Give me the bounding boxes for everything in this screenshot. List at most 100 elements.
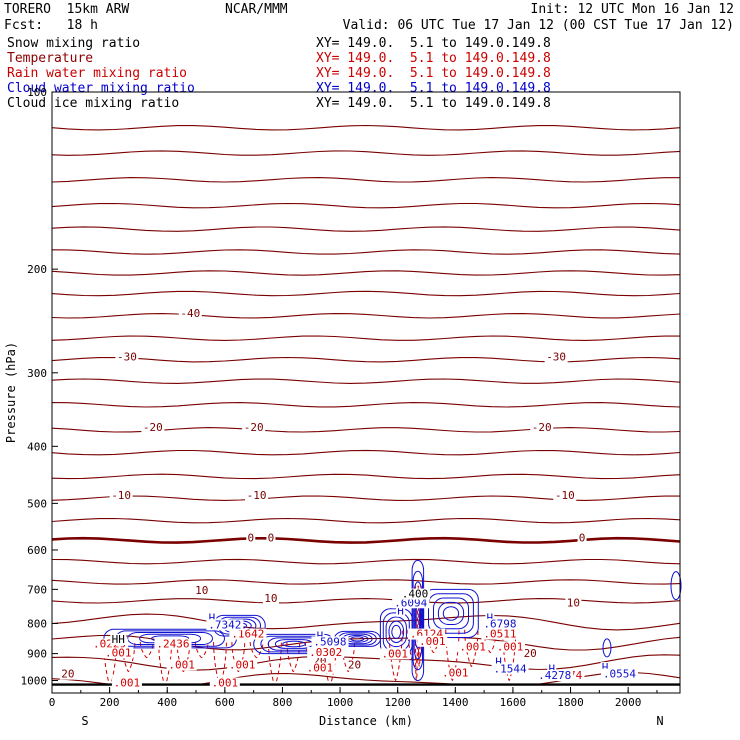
cloud-contour	[388, 620, 405, 644]
rain-label-bg	[495, 641, 526, 653]
isotherm	[51, 177, 680, 183]
cloud-water-label: .1544	[493, 662, 526, 675]
temperature-label: -20	[143, 421, 163, 434]
temperature-label-bg	[242, 421, 266, 433]
cloud-contour	[423, 588, 479, 639]
y-tick-label: 500	[27, 497, 47, 510]
temperature-label-bg	[262, 592, 279, 604]
terrain-mask	[52, 683, 680, 693]
cloud-water-label-bg	[396, 605, 406, 617]
south-label: S	[81, 714, 88, 728]
cloud-water-label-bg	[491, 663, 529, 675]
rain-label: .001	[168, 658, 195, 671]
temperature-label-bg	[553, 490, 577, 502]
rain-contour	[286, 641, 301, 673]
rain-label-bg	[209, 677, 240, 689]
isotherm	[51, 654, 681, 671]
temperature-label-bg	[178, 307, 202, 319]
isotherm	[51, 517, 681, 524]
x-tick-label: 2000	[615, 696, 642, 709]
temperature-label: 0	[247, 531, 254, 544]
isotherm	[51, 579, 681, 585]
temperature-label: 20	[524, 647, 537, 660]
isotherm	[51, 270, 681, 276]
rain-label: .001	[459, 640, 486, 653]
rain-contour	[445, 629, 460, 682]
x-tick-label: 400	[157, 696, 177, 709]
rain-label-bg	[227, 659, 258, 671]
cloud-water-label: H	[548, 662, 555, 675]
temperature-label: -40	[180, 307, 200, 320]
cloud-contour	[412, 570, 424, 671]
cloud-water-label: H	[602, 661, 609, 674]
cloud-water-label: H	[209, 611, 216, 624]
rain-label-bg	[379, 648, 410, 660]
x-tick-label: 1000	[327, 696, 354, 709]
cloud-contour	[442, 606, 460, 621]
terrain-fill	[52, 684, 680, 693]
snow-label-bg	[399, 588, 430, 600]
plot-frame	[51, 91, 681, 694]
cloud-water-label: .0554	[603, 668, 636, 681]
cloud-water-label-bg	[481, 618, 519, 630]
x-tick-label: 0	[49, 696, 56, 709]
rain-label: .1642	[231, 628, 264, 641]
x-tick-label: 200	[100, 696, 120, 709]
legend-entry-xy: XY= 149.0. 5.1 to 149.0.149.8	[316, 36, 551, 51]
rain-label-bg	[103, 647, 134, 659]
y-tick-label: 700	[27, 583, 47, 596]
rain-label-bg	[229, 628, 267, 640]
cloud-water-label: H	[495, 656, 502, 669]
cloud-water-label: .7342	[208, 618, 241, 631]
temperature-label-bg	[522, 647, 539, 659]
axes: 0 200 400 600 800 1000 1200 1400 1600 1800 2000100…	[4, 86, 681, 728]
temperature-label-bg	[530, 421, 554, 433]
isotherm	[51, 150, 681, 156]
temperature-label: 10	[195, 584, 208, 597]
isotherm	[51, 449, 681, 456]
x-tick-label: 1400	[442, 696, 469, 709]
rain-label: .0511	[483, 628, 516, 641]
x-tick-label: 600	[215, 696, 235, 709]
temperature-label-bg	[544, 351, 568, 363]
isotherm	[51, 313, 681, 319]
cloud-contour	[413, 581, 423, 660]
rain-label-bg	[166, 659, 197, 671]
legend-entry-name: Snow mixing ratio	[7, 36, 141, 51]
temperature-label-bg	[193, 584, 210, 596]
legend-entry-name: Cloud ice mixing ratio	[7, 96, 180, 111]
temperature-label: 20	[61, 668, 74, 681]
legend-entry-name: Rain water mixing ratio	[7, 66, 188, 81]
cloud-water-label-bg	[315, 630, 325, 642]
snow-label-bg	[110, 633, 127, 645]
rain-contour	[121, 641, 136, 673]
legend-entry-xy: XY= 149.0. 5.1 to 149.0.149.8	[316, 66, 551, 81]
snow-label: HH	[112, 633, 125, 646]
cloud-contour	[428, 593, 474, 634]
isotherm	[51, 378, 681, 384]
cloud-water-label-bg	[311, 636, 349, 648]
model-name: TORERO 15km ARW	[4, 2, 130, 17]
isotherm	[51, 290, 681, 297]
cloud-water-label: .5098	[313, 635, 346, 648]
rain-label: .001	[307, 662, 334, 675]
cloud-water-label-bg	[547, 663, 557, 675]
rain-label: .2436	[156, 638, 189, 651]
cloud-contour	[282, 640, 306, 648]
x-tick-label: 1800	[557, 696, 584, 709]
isotherm	[51, 473, 681, 480]
rain-label: .001	[419, 635, 446, 648]
legend-entry-xy: XY= 149.0. 5.1 to 149.0.149.8	[316, 51, 551, 66]
temperature-label: -10	[555, 489, 575, 502]
y-tick-label: 600	[27, 544, 47, 557]
rain-label: .001	[105, 646, 132, 659]
cloud-water-label-bg	[601, 668, 639, 680]
temperature-label-bg	[266, 532, 276, 544]
cloud-water-label: .6798	[483, 618, 516, 631]
rain-label-bg	[154, 638, 192, 650]
isotherm	[51, 124, 681, 131]
y-tick-label: 200	[27, 263, 47, 276]
isotherm	[51, 249, 681, 255]
cloud-water-label-bg	[536, 669, 574, 681]
